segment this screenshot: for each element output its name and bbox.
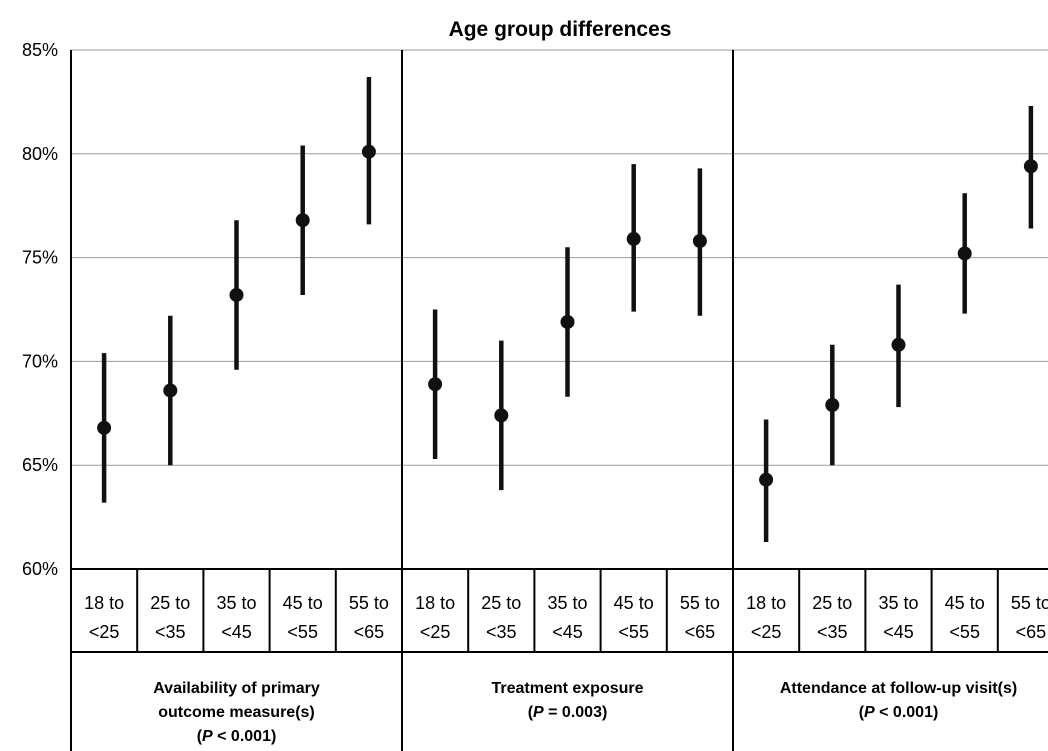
data-point: [891, 337, 906, 352]
group-label: (P < 0.001): [859, 704, 939, 721]
category-label: 55 to: [1011, 593, 1048, 613]
data-point: [428, 377, 443, 392]
data-point: [494, 408, 509, 423]
category-label: 45 to: [614, 593, 654, 613]
group-label: outcome measure(s): [158, 704, 315, 721]
category-label: <45: [552, 622, 583, 642]
category-label: 55 to: [349, 593, 389, 613]
category-label: 35 to: [878, 593, 918, 613]
group-labels: Availability of primary outcome measure(s…: [153, 680, 1017, 745]
category-label: 25 to: [481, 593, 521, 613]
group-label: Attendance at follow-up visit(s): [780, 680, 1017, 697]
data-point: [692, 233, 707, 248]
y-tick-label: 70%: [22, 351, 58, 371]
group-label: Treatment exposure: [491, 680, 643, 697]
data-point: [957, 246, 972, 261]
category-label: <65: [1016, 622, 1047, 642]
category-label: <35: [486, 622, 517, 642]
category-label: <55: [618, 622, 649, 642]
category-label: <25: [420, 622, 451, 642]
y-tick-label: 65%: [22, 455, 58, 475]
category-label: <65: [685, 622, 716, 642]
category-label: <45: [221, 622, 252, 642]
category-label: <55: [287, 622, 318, 642]
data-series: [97, 76, 1038, 543]
category-label: 45 to: [945, 593, 985, 613]
category-label: 25 to: [150, 593, 190, 613]
category-label: 18 to: [84, 593, 124, 613]
data-point: [361, 144, 376, 159]
data-point: [97, 420, 112, 435]
category-label: <65: [354, 622, 385, 642]
y-tick-label: 60%: [22, 559, 58, 579]
data-point: [1023, 159, 1038, 174]
category-label: <35: [817, 622, 848, 642]
data-point: [825, 397, 840, 412]
panel-dividers: [401, 50, 734, 751]
category-label: 18 to: [415, 593, 455, 613]
category-axis: 18 to <25 25 to <35 35 to <45 45 to <55 55 to <65…: [71, 569, 1048, 653]
data-point: [560, 314, 575, 329]
gridlines: [71, 49, 1048, 466]
group-label: (P < 0.001): [197, 728, 277, 745]
data-point: [229, 287, 244, 302]
category-label: <25: [751, 622, 782, 642]
chart-title: Age group differences: [449, 18, 672, 41]
data-point: [295, 213, 310, 228]
category-label: 35 to: [547, 593, 587, 613]
category-label: 25 to: [812, 593, 852, 613]
y-axis: 60% 65% 70% 75% 80% 85%: [22, 40, 1048, 751]
data-point: [626, 231, 641, 246]
y-tick-label: 85%: [22, 40, 58, 60]
category-label: 35 to: [216, 593, 256, 613]
category-label: <45: [883, 622, 914, 642]
y-tick-label: 80%: [22, 144, 58, 164]
category-label: <55: [949, 622, 980, 642]
category-label: 45 to: [283, 593, 323, 613]
group-label: Availability of primary: [153, 680, 320, 697]
category-label: <35: [155, 622, 186, 642]
data-point: [759, 472, 774, 487]
category-label: 18 to: [746, 593, 786, 613]
category-label: 55 to: [680, 593, 720, 613]
y-tick-label: 75%: [22, 248, 58, 268]
group-label: (P = 0.003): [528, 704, 608, 721]
data-point: [163, 383, 178, 398]
category-label: <25: [89, 622, 120, 642]
